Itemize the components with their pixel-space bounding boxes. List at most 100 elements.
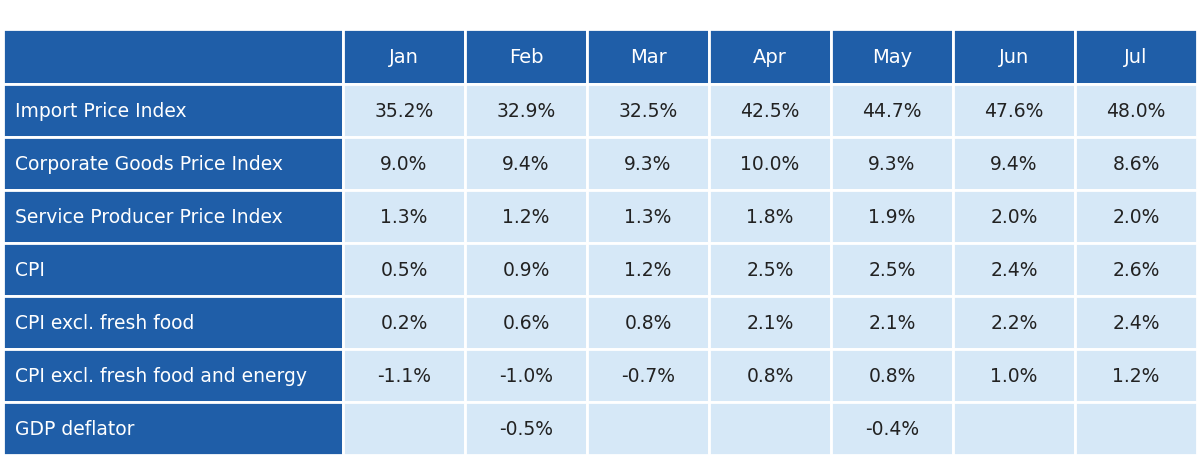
Bar [953,191,1075,244]
Text: 42.5%: 42.5% [740,102,799,121]
Text: 0.6%: 0.6% [503,313,550,332]
Text: 9.3%: 9.3% [869,155,916,174]
Text: 32.9%: 32.9% [497,102,556,121]
Bar [830,85,953,138]
Text: 44.7%: 44.7% [863,102,922,121]
Bar [466,191,587,244]
Text: Mar: Mar [630,48,666,67]
Text: 2.5%: 2.5% [746,260,793,279]
Bar [709,30,830,85]
Text: 35.2%: 35.2% [374,102,433,121]
Text: May: May [872,48,912,67]
Bar [953,402,1075,455]
Bar [709,138,830,191]
Bar [709,244,830,296]
Bar [2,349,343,402]
Bar [466,402,587,455]
Text: 1.0%: 1.0% [990,366,1038,385]
Text: 1.3%: 1.3% [380,207,427,226]
Text: 1.2%: 1.2% [624,260,672,279]
Bar [343,244,466,296]
Text: 2.4%: 2.4% [1112,313,1159,332]
Bar [953,244,1075,296]
Text: 2.5%: 2.5% [869,260,916,279]
Text: 2.2%: 2.2% [990,313,1038,332]
Text: 0.9%: 0.9% [503,260,550,279]
Bar [709,349,830,402]
Bar [1075,296,1198,349]
Bar [587,138,709,191]
Bar [466,349,587,402]
Text: 9.0%: 9.0% [380,155,427,174]
Bar [587,349,709,402]
Bar [343,296,466,349]
Bar [953,296,1075,349]
Bar [953,30,1075,85]
Bar [953,85,1075,138]
Bar [587,85,709,138]
Text: 2.1%: 2.1% [869,313,916,332]
Bar [830,296,953,349]
Bar [830,349,953,402]
Text: 0.8%: 0.8% [746,366,793,385]
Bar [1075,30,1198,85]
Bar [709,191,830,244]
Bar [1075,191,1198,244]
Text: CPI excl. fresh food: CPI excl. fresh food [14,313,194,332]
Bar [830,402,953,455]
Text: 8.6%: 8.6% [1112,155,1159,174]
Bar [709,402,830,455]
Text: CPI: CPI [14,260,44,279]
Bar [2,138,343,191]
Bar [466,85,587,138]
Bar [2,85,343,138]
Text: 0.5%: 0.5% [380,260,427,279]
Bar [343,85,466,138]
Bar [1075,138,1198,191]
Text: 48.0%: 48.0% [1106,102,1165,121]
Bar [953,138,1075,191]
Bar [2,191,343,244]
Bar [709,296,830,349]
Text: -0.4%: -0.4% [865,419,919,438]
Bar [587,402,709,455]
Bar [2,30,343,85]
Bar [343,191,466,244]
Bar [2,296,343,349]
Text: 1.2%: 1.2% [503,207,550,226]
Bar [587,244,709,296]
Text: Feb: Feb [509,48,544,67]
Text: 32.5%: 32.5% [618,102,678,121]
Bar [830,244,953,296]
Bar [830,191,953,244]
Text: 2.1%: 2.1% [746,313,793,332]
Text: 2.0%: 2.0% [990,207,1038,226]
Text: 2.0%: 2.0% [1112,207,1159,226]
Text: GDP deflator: GDP deflator [14,419,134,438]
Text: 1.8%: 1.8% [746,207,793,226]
Text: 2.6%: 2.6% [1112,260,1159,279]
Text: -1.1%: -1.1% [377,366,431,385]
Text: Jul: Jul [1124,48,1147,67]
Text: 10.0%: 10.0% [740,155,799,174]
Bar [709,85,830,138]
Bar [466,244,587,296]
Bar [343,402,466,455]
Bar [1075,244,1198,296]
Bar [830,30,953,85]
Bar [466,30,587,85]
Bar [587,191,709,244]
Bar [466,296,587,349]
Bar [343,349,466,402]
Bar [830,138,953,191]
Text: -0.5%: -0.5% [499,419,553,438]
Text: Jan: Jan [389,48,419,67]
Text: Corporate Goods Price Index: Corporate Goods Price Index [14,155,283,174]
Bar [587,296,709,349]
Text: 0.8%: 0.8% [869,366,916,385]
Text: -1.0%: -1.0% [499,366,553,385]
Bar [2,402,343,455]
Text: 1.9%: 1.9% [869,207,916,226]
Text: Apr: Apr [754,48,787,67]
Text: 9.3%: 9.3% [624,155,672,174]
